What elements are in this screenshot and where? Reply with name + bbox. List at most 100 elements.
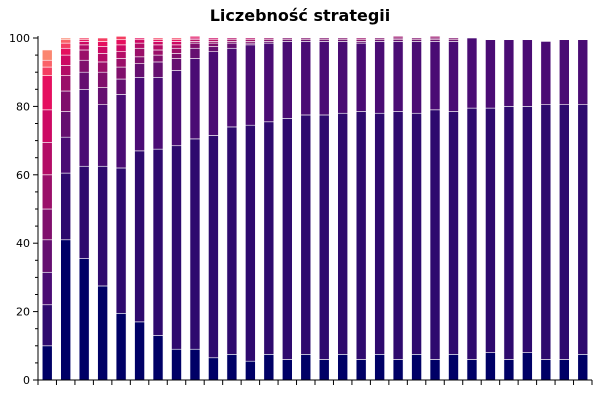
bar-segment [540,104,552,360]
bar-segment [115,94,127,169]
bar-segment [429,35,441,39]
bar-segment [97,41,108,47]
bar-segment [171,53,182,59]
bar-segment [41,75,53,111]
bar-segment [152,44,164,51]
bar-segment [429,359,441,381]
bar-segment [281,118,293,360]
bar-segment [134,63,145,78]
bar-segment [411,354,422,381]
bar-segment [318,114,330,360]
bar-segment [171,37,182,41]
bar-segment [152,41,164,46]
bar-segment [60,42,72,49]
bar-segment [41,239,53,273]
bar-segment [318,359,330,381]
y-tick-label: 20 [16,306,30,319]
bar-segment [226,42,238,49]
bar-segment [558,104,570,360]
bar-segment [78,89,90,167]
bar-segment [522,106,533,353]
bar-segment [189,47,201,59]
bar-segment [78,71,90,90]
bar-segment [189,138,201,350]
bar-segment [134,39,145,44]
bar-segment [208,51,219,136]
bar-segment [503,359,515,381]
bar-segment [448,41,459,112]
bar-segment [485,39,496,109]
bar-segment [78,258,90,381]
bar-segment [134,321,145,381]
bar-segment [97,87,108,105]
bar-segment [115,51,127,59]
bar-segment [208,42,219,47]
bar-segment [41,49,53,61]
bar-segment [522,39,533,107]
bar-segment [152,61,164,78]
bar-segment [134,77,145,152]
bar-segment [411,112,422,355]
y-tick-label: 60 [16,169,30,182]
bar-segment [41,109,53,143]
bar-segment [41,174,53,210]
bar-segment [189,35,201,39]
bar-segment [392,41,404,112]
bar-segment [355,111,367,360]
bar-segment [152,335,164,381]
bar-segment [226,47,238,128]
bar-segment [41,142,53,176]
bar-segment [411,41,422,114]
bar-segment [115,313,127,381]
bar-segment [208,37,219,41]
bar-segment [97,104,108,167]
bar-segment [485,352,496,381]
bar-segment [171,47,182,54]
bar-segment [97,53,108,63]
bar-segment [300,354,312,381]
bar-segment [97,46,108,54]
bar-segment [78,165,90,259]
bar-segment [392,111,404,360]
bar-segment [152,148,164,336]
bar-segment [522,352,533,381]
chart-title: Liczebność strategii [209,6,391,25]
bar-segment [300,114,312,355]
bar-segment [411,37,422,41]
bar-segment [41,66,53,76]
bar-segment [503,39,515,107]
bar-segment [429,109,441,360]
bar-segment [115,39,127,46]
bar-segment [134,150,145,323]
bar-segment [78,41,90,46]
bar-segment [60,65,72,76]
y-tick-label: 80 [16,100,30,113]
bar-segment [171,44,182,49]
bar-segment [226,354,238,381]
bar-segment [60,54,72,66]
bar-segment [97,37,108,42]
bar-segment [134,42,145,49]
bar-segment [263,37,275,41]
bar-segment [152,54,164,63]
bar-segment [60,172,72,241]
bar-segment [41,59,53,68]
bar-segment [429,41,441,111]
bar-segment [60,75,72,92]
bar-segment [448,37,459,41]
bar-segment [374,37,385,41]
bar-segment [245,44,256,126]
bar-segment [558,39,570,105]
bar-segment [263,121,275,355]
bar-segment [281,41,293,119]
bar-segment [448,111,459,355]
bar-segment [171,41,182,46]
bar-segment [152,49,164,56]
bar-segment [540,41,552,105]
bar-segment [189,58,201,140]
bar-segment [60,39,72,44]
bar-segment [189,42,201,49]
bar-segment [115,44,127,52]
bar-segment [355,42,367,112]
